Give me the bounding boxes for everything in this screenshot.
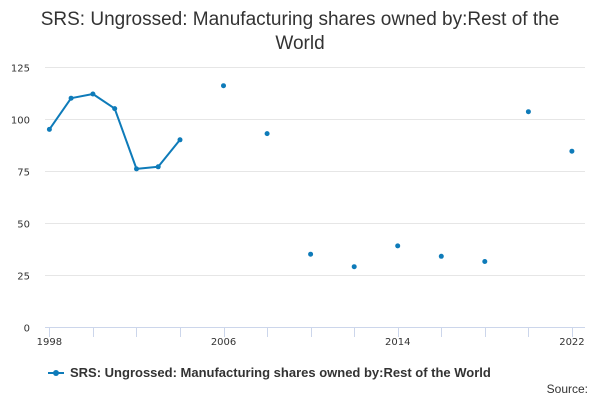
y-tick-label-25: 25 [17, 272, 30, 283]
y-tick-label-125: 125 [11, 64, 30, 75]
data-point-2004 [177, 137, 183, 143]
data-point-2006 [221, 83, 226, 89]
legend[interactable]: SRS: Ungrossed: Manufacturing shares own… [48, 365, 491, 380]
series-group [46, 83, 575, 270]
legend-label: SRS: Ungrossed: Manufacturing shares own… [70, 365, 491, 380]
y-tick-label-0: 0 [24, 324, 30, 335]
x-tick-label-2022: 2022 [559, 337, 584, 348]
data-point-1998 [46, 126, 52, 132]
y-axis-labels: 0 25 50 75 100 125 [11, 64, 30, 335]
y-tick-label-50: 50 [17, 220, 30, 231]
data-point-2010 [308, 251, 314, 257]
data-point-2016 [438, 253, 444, 259]
data-point-2020 [525, 109, 531, 115]
data-point-2018 [482, 259, 488, 264]
series-line-segment [48, 93, 181, 170]
x-axis [45, 327, 585, 337]
source-label: Source: [546, 382, 588, 396]
data-point-2000 [90, 91, 96, 97]
y-tick-label-100: 100 [11, 116, 30, 127]
chart-title: SRS: Ungrossed: Manufacturing shares own… [40, 9, 560, 54]
gridlines [45, 67, 585, 276]
data-point-2008 [264, 131, 270, 137]
x-tick-label-2006: 2006 [211, 337, 236, 348]
data-point-2014 [395, 243, 401, 249]
data-point-2001 [112, 106, 118, 112]
data-point-2002 [134, 166, 139, 172]
data-point-2012 [351, 264, 357, 270]
x-tick-label-1998: 1998 [37, 337, 62, 348]
x-tick-label-2014: 2014 [385, 337, 410, 348]
x-axis-labels: 1998 2006 2014 2022 [37, 337, 585, 348]
data-point-2003 [155, 164, 161, 170]
data-point-2022 [569, 148, 575, 154]
y-tick-label-75: 75 [17, 168, 30, 179]
data-point-1999 [68, 95, 74, 101]
legend-line-symbol-icon [48, 367, 64, 379]
